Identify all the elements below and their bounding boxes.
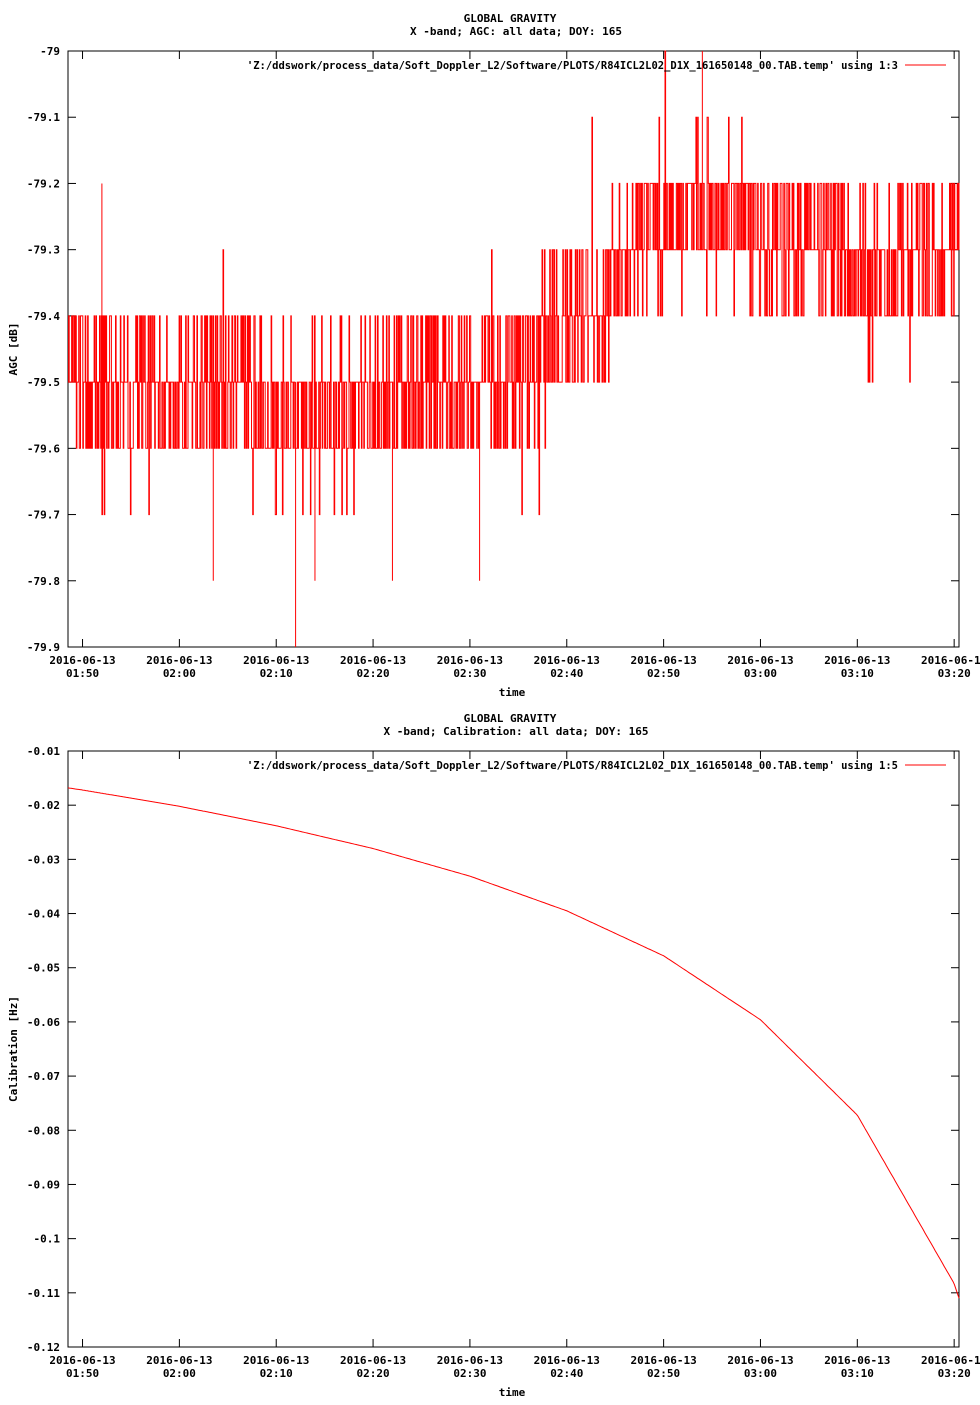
agc-x-tick-time: 03:10 — [841, 667, 874, 680]
agc-x-tick-time: 02:50 — [647, 667, 680, 680]
agc-y-axis-label: AGC [dB] — [7, 323, 20, 376]
calibration-y-tick-label: -0.09 — [27, 1178, 60, 1191]
agc-axes: -79 -79.1 -79.2 -79.3 -79.4 -79.5 -79.6 -79.7 -7… — [27, 45, 980, 680]
calibration-x-tick-date: 2016-06-13 — [340, 1354, 406, 1367]
calibration-series-line — [67, 787, 960, 1299]
calibration-y-tick-label: -0.03 — [27, 853, 60, 866]
calibration-x-tick-time: 01:50 — [66, 1367, 99, 1380]
calibration-y-tick-label: -0.08 — [27, 1124, 60, 1137]
calibration-axes: -0.01 -0.02 -0.03 -0.04 -0.05 -0.06 -0.07 -0.08… — [27, 745, 980, 1380]
agc-y-tick-label: -79.9 — [27, 641, 60, 654]
calibration-series — [67, 787, 960, 1299]
agc-y-tick-label: -79.8 — [27, 575, 60, 588]
agc-y-tick-label: -79.3 — [27, 244, 60, 257]
agc-y-tick-label: -79.7 — [27, 509, 60, 522]
agc-y-tick-label: -79 — [40, 45, 60, 58]
calibration-x-tick-date: 2016-06-13 — [49, 1354, 115, 1367]
agc-x-tick-time: 02:20 — [357, 667, 390, 680]
calibration-x-tick-time: 02:50 — [647, 1367, 680, 1380]
calibration-y-tick-label: -0.05 — [27, 962, 60, 975]
agc-y-tick-label: -79.6 — [27, 442, 60, 455]
agc-x-axis-label: time — [499, 686, 526, 699]
agc-chart: GLOBAL GRAVITY X -band; AGC: all data; D… — [7, 12, 980, 699]
calibration-x-tick-time: 03:10 — [841, 1367, 874, 1380]
calibration-y-tick-label: -0.02 — [27, 799, 60, 812]
calibration-x-tick-date: 2016-06-13 — [534, 1354, 600, 1367]
agc-legend-label: 'Z:/ddswork/process_data/Soft_Doppler_L2… — [247, 60, 898, 72]
agc-plot-frame — [67, 50, 960, 648]
agc-chart-subtitle: X -band; AGC: all data; DOY: 165 — [410, 25, 622, 38]
agc-y-tick-label: -79.2 — [27, 177, 60, 190]
agc-x-tick-date: 2016-06-13 — [534, 654, 600, 667]
calibration-x-tick-date: 2016-06-13 — [921, 1354, 980, 1367]
calibration-x-tick-time: 02:20 — [357, 1367, 390, 1380]
agc-chart-title: GLOBAL GRAVITY — [464, 12, 557, 25]
calibration-x-tick-date: 2016-06-13 — [824, 1354, 890, 1367]
agc-y-tick-label: -79.4 — [27, 310, 60, 323]
agc-x-tick-date: 2016-06-13 — [630, 654, 696, 667]
agc-x-tick-time: 03:20 — [938, 667, 971, 680]
agc-x-tick-time: 03:00 — [744, 667, 777, 680]
calibration-y-tick-label: -0.1 — [34, 1233, 61, 1246]
agc-x-tick-time: 02:10 — [260, 667, 293, 680]
calibration-plot-frame — [67, 750, 960, 1348]
calibration-y-tick-label: -0.12 — [27, 1341, 60, 1354]
agc-series — [68, 50, 960, 647]
agc-x-tick-date: 2016-06-13 — [340, 654, 406, 667]
calibration-y-axis-label: Calibration [Hz] — [7, 996, 20, 1102]
calibration-chart-title: GLOBAL GRAVITY — [464, 712, 557, 725]
agc-x-tick-date: 2016-06-13 — [146, 654, 212, 667]
agc-x-tick-time: 01:50 — [66, 667, 99, 680]
calibration-y-tick-label: -0.07 — [27, 1070, 60, 1083]
agc-x-tick-time: 02:00 — [163, 667, 196, 680]
calibration-x-tick-time: 03:20 — [938, 1367, 971, 1380]
calibration-x-tick-date: 2016-06-13 — [243, 1354, 309, 1367]
calibration-x-tick-time: 02:30 — [453, 1367, 486, 1380]
calibration-x-tick-date: 2016-06-13 — [727, 1354, 793, 1367]
agc-x-tick-date: 2016-06-13 — [49, 654, 115, 667]
calibration-chart-subtitle: X -band; Calibration: all data; DOY: 165 — [384, 725, 649, 738]
calibration-x-tick-date: 2016-06-13 — [630, 1354, 696, 1367]
calibration-x-tick-date: 2016-06-13 — [437, 1354, 503, 1367]
agc-x-tick-time: 02:30 — [453, 667, 486, 680]
agc-x-tick-date: 2016-06-13 — [243, 654, 309, 667]
agc-x-tick-date: 2016-06-13 — [921, 654, 980, 667]
calibration-y-tick-label: -0.01 — [27, 745, 60, 758]
calibration-x-tick-time: 03:00 — [744, 1367, 777, 1380]
calibration-y-tick-label: -0.11 — [27, 1287, 60, 1300]
agc-x-tick-date: 2016-06-13 — [824, 654, 890, 667]
agc-y-tick-label: -79.1 — [27, 111, 60, 124]
calibration-y-tick-label: -0.06 — [27, 1016, 60, 1029]
agc-x-tick-time: 02:40 — [550, 667, 583, 680]
calibration-x-tick-time: 02:00 — [163, 1367, 196, 1380]
agc-y-tick-label: -79.5 — [27, 376, 60, 389]
calibration-legend-label: 'Z:/ddswork/process_data/Soft_Doppler_L2… — [247, 760, 898, 772]
agc-x-tick-date: 2016-06-13 — [437, 654, 503, 667]
calibration-x-tick-time: 02:40 — [550, 1367, 583, 1380]
agc-series-line — [68, 50, 960, 516]
calibration-y-tick-label: -0.04 — [27, 908, 60, 921]
calibration-x-axis-label: time — [499, 1386, 526, 1399]
calibration-x-tick-time: 02:10 — [260, 1367, 293, 1380]
agc-x-tick-date: 2016-06-13 — [727, 654, 793, 667]
calibration-x-tick-date: 2016-06-13 — [146, 1354, 212, 1367]
calibration-chart: GLOBAL GRAVITY X -band; Calibration: all… — [7, 712, 980, 1399]
